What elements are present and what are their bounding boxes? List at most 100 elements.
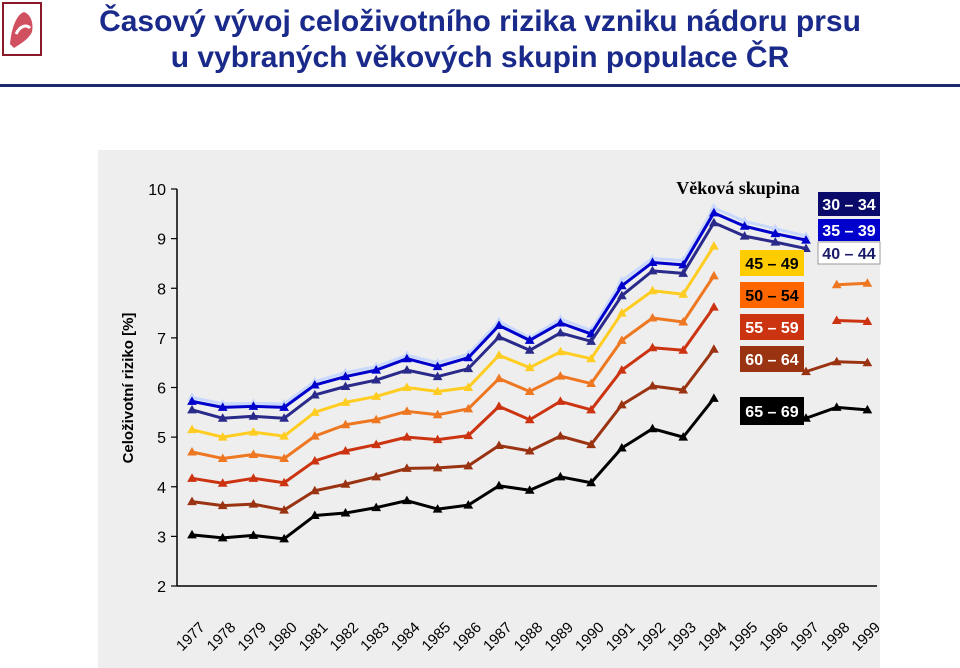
data-point bbox=[678, 268, 689, 277]
x-tick-label: 1997 bbox=[787, 619, 823, 655]
data-point bbox=[279, 431, 289, 440]
data-point bbox=[494, 320, 504, 329]
x-tick-label: 1986 bbox=[449, 619, 485, 655]
data-point bbox=[371, 365, 382, 374]
series-line bbox=[191, 275, 716, 460]
data-point bbox=[524, 446, 535, 455]
data-point bbox=[678, 316, 689, 326]
data-point bbox=[555, 346, 566, 356]
data-point bbox=[555, 327, 566, 337]
x-tick-label: 1977 bbox=[173, 619, 209, 655]
data-point bbox=[862, 316, 873, 325]
data-point bbox=[616, 308, 627, 317]
page-title: Časový vývoj celoživotního rizika vzniku… bbox=[40, 4, 920, 76]
data-point bbox=[801, 243, 811, 253]
data-point bbox=[586, 353, 596, 363]
data-point bbox=[862, 357, 873, 367]
data-point bbox=[678, 432, 689, 441]
series-line bbox=[191, 306, 716, 485]
data-point bbox=[831, 402, 842, 411]
data-point bbox=[709, 207, 719, 217]
x-tick-label: 1989 bbox=[541, 619, 577, 655]
data-point bbox=[217, 532, 228, 542]
data-point bbox=[586, 404, 596, 414]
data-point bbox=[709, 344, 719, 353]
series-line bbox=[191, 348, 716, 512]
data-point bbox=[402, 406, 412, 415]
title-header: Časový vývoj celoživotního rizika vzniku… bbox=[0, 0, 960, 87]
data-point bbox=[616, 290, 627, 300]
data-point bbox=[862, 278, 873, 287]
series-label: 60 – 64 bbox=[745, 352, 798, 369]
y-tick-label: 2 bbox=[157, 579, 166, 596]
data-point bbox=[555, 431, 566, 440]
data-point bbox=[616, 365, 627, 374]
data-point bbox=[279, 477, 289, 487]
x-tick-label: 1982 bbox=[327, 619, 363, 655]
data-point bbox=[402, 432, 412, 441]
y-tick-label: 9 bbox=[157, 232, 166, 249]
data-point bbox=[187, 496, 197, 506]
series-label-box bbox=[818, 219, 880, 241]
data-point bbox=[586, 336, 596, 345]
data-point bbox=[432, 504, 443, 513]
data-point bbox=[187, 447, 197, 456]
series-label: 50 – 54 bbox=[745, 288, 798, 305]
x-tick-label: 1999 bbox=[848, 619, 884, 655]
title-line-2: u vybraných věkových skupin populace ČR bbox=[170, 41, 790, 74]
y-axis-label: Celoživotní riziko [%] bbox=[120, 313, 137, 464]
data-point bbox=[371, 414, 382, 424]
data-point bbox=[494, 350, 504, 359]
series-label-box bbox=[740, 282, 804, 308]
x-tick-label: 1995 bbox=[726, 619, 762, 655]
data-point bbox=[187, 424, 197, 434]
x-tick-label: 1996 bbox=[756, 619, 792, 655]
data-point bbox=[432, 386, 443, 395]
data-point bbox=[586, 477, 596, 487]
series-label-box bbox=[740, 250, 804, 276]
data-point bbox=[340, 381, 351, 391]
x-tick-label: 1991 bbox=[603, 619, 639, 655]
x-tick-label: 1981 bbox=[296, 619, 332, 655]
data-point bbox=[279, 533, 289, 543]
series-line bbox=[191, 245, 716, 439]
data-point bbox=[309, 455, 320, 465]
x-tick-label: 1998 bbox=[818, 619, 854, 655]
data-point bbox=[248, 530, 259, 539]
data-point bbox=[586, 378, 596, 388]
data-point bbox=[831, 279, 842, 289]
y-tick-label: 6 bbox=[157, 381, 166, 398]
data-point bbox=[524, 335, 535, 344]
data-point bbox=[494, 331, 504, 341]
data-point bbox=[279, 402, 289, 411]
series-label: 35 – 39 bbox=[822, 223, 875, 240]
series-label: 30 – 34 bbox=[822, 197, 875, 214]
data-point bbox=[463, 500, 474, 509]
data-point bbox=[524, 345, 535, 354]
data-point bbox=[616, 443, 627, 452]
series-line bbox=[191, 397, 716, 541]
series-label: 55 – 59 bbox=[745, 320, 798, 337]
x-tick-label: 1985 bbox=[419, 619, 455, 655]
data-point bbox=[187, 529, 197, 539]
data-point bbox=[187, 404, 197, 414]
data-point bbox=[524, 414, 535, 424]
data-point bbox=[371, 471, 382, 481]
data-point bbox=[217, 432, 228, 441]
series-label: 45 – 49 bbox=[745, 256, 798, 273]
data-point bbox=[801, 235, 811, 244]
data-point bbox=[831, 315, 842, 325]
series-label: 40 – 44 bbox=[822, 246, 875, 263]
data-point bbox=[432, 409, 443, 419]
data-point bbox=[647, 313, 658, 322]
data-point bbox=[647, 265, 658, 275]
data-point bbox=[340, 371, 351, 381]
data-point bbox=[494, 401, 504, 410]
data-point bbox=[248, 427, 259, 436]
data-point bbox=[432, 361, 443, 371]
series-label-box bbox=[817, 241, 881, 265]
data-point bbox=[309, 380, 320, 389]
data-point bbox=[862, 404, 873, 414]
y-tick-label: 8 bbox=[157, 281, 166, 298]
